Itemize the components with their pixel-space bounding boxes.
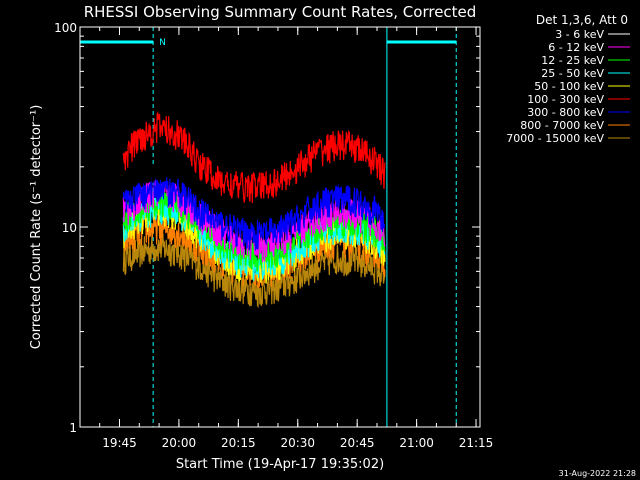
x-ticks: 19:45 20:00 20:15 20:30 20:45 21:00 21:15: [99, 27, 494, 450]
legend-label: 50 - 100 keV: [534, 80, 604, 93]
timestamp: 31-Aug-2022 21:28: [559, 469, 636, 478]
legend-label: 6 - 12 keV: [548, 41, 604, 54]
night-marker-label: N: [159, 38, 166, 48]
series-line-6-12-kev: [122, 179, 386, 263]
x-tick-label: 20:30: [280, 436, 315, 450]
x-tick-label: 21:15: [459, 436, 494, 450]
y-ticks: 1 10 100: [54, 21, 480, 435]
series-line-300-800-kev: [122, 174, 386, 251]
legend-label: 300 - 800 keV: [527, 106, 604, 119]
x-tick-label: 20:00: [162, 436, 197, 450]
x-tick-label: 20:15: [221, 436, 256, 450]
legend-label: 800 - 7000 keV: [520, 119, 604, 132]
chart-title: RHESSI Observing Summary Count Rates, Co…: [84, 3, 477, 21]
series-line-25-50-kev: [122, 193, 386, 283]
series-line-3-6-kev: [122, 162, 386, 197]
y-tick-label: 10: [62, 221, 77, 235]
x-axis-label: Start Time (19-Apr-17 19:35:02): [176, 457, 384, 472]
y-tick-label: 100: [54, 21, 77, 35]
x-tick-label: 19:45: [102, 436, 137, 450]
legend-header: Det 1,3,6, Att 0: [536, 13, 628, 27]
legend-label: 100 - 300 keV: [527, 93, 604, 106]
legend-label: 25 - 50 keV: [541, 67, 604, 80]
legend-label: 7000 - 15000 keV: [506, 132, 604, 145]
x-tick-label: 20:45: [340, 436, 375, 450]
series-line-7000-15000-kev: [122, 233, 386, 309]
y-axis-label: Corrected Count Rate (s⁻¹ detector⁻¹): [29, 105, 44, 350]
legend-label: 12 - 25 keV: [541, 54, 604, 67]
legend-label: 3 - 6 keV: [555, 28, 604, 41]
series-line-100-300-kev: [122, 111, 386, 204]
x-tick-label: 21:00: [399, 436, 434, 450]
y-tick-label: 1: [69, 421, 77, 435]
series-layer: [122, 111, 386, 309]
